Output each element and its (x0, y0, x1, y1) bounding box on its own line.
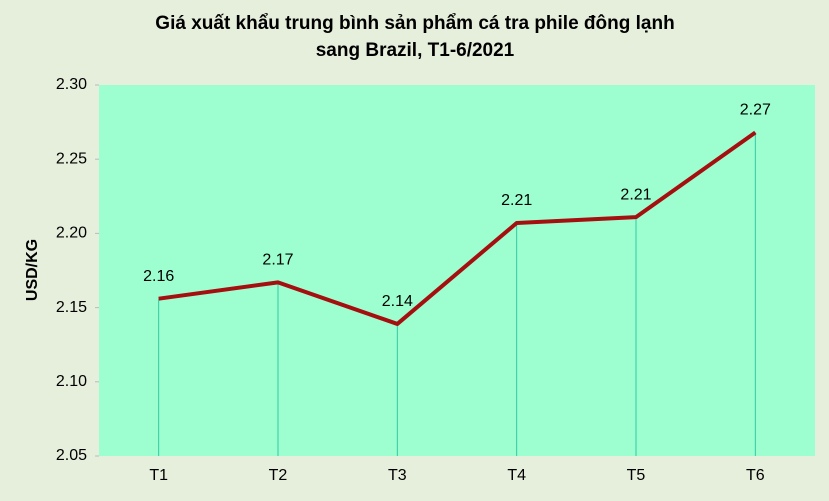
x-tick-label: T5 (627, 467, 646, 484)
plot-area (99, 85, 815, 456)
chart-title: sang Brazil, T1-6/2021 (316, 40, 515, 61)
line (158, 130, 757, 326)
y-axis-label: USD/KG (24, 239, 41, 301)
y-tick-label: 2.05 (56, 447, 87, 464)
y-tick-label: 2.10 (56, 373, 87, 390)
y-tick-label: 2.15 (56, 299, 87, 316)
data-label: 2.27 (740, 102, 771, 119)
data-label: 2.14 (382, 293, 413, 310)
data-label: 2.17 (262, 252, 293, 269)
y-tick-label: 2.30 (56, 76, 87, 93)
y-tick-label: 2.20 (56, 225, 87, 242)
chart-title: Giá xuất khẩu trung bình sản phẩm cá tra… (155, 13, 674, 34)
x-tick-label: T3 (388, 467, 407, 484)
x-tick-label: T1 (149, 467, 168, 484)
y-tick-label: 2.25 (56, 150, 87, 167)
x-tick-label: T4 (507, 467, 526, 484)
data-label: 2.21 (620, 186, 651, 203)
x-tick-label: T2 (269, 467, 288, 484)
x-tick-label: T6 (746, 467, 765, 484)
data-label: 2.16 (143, 268, 174, 285)
data-label: 2.21 (501, 192, 532, 209)
